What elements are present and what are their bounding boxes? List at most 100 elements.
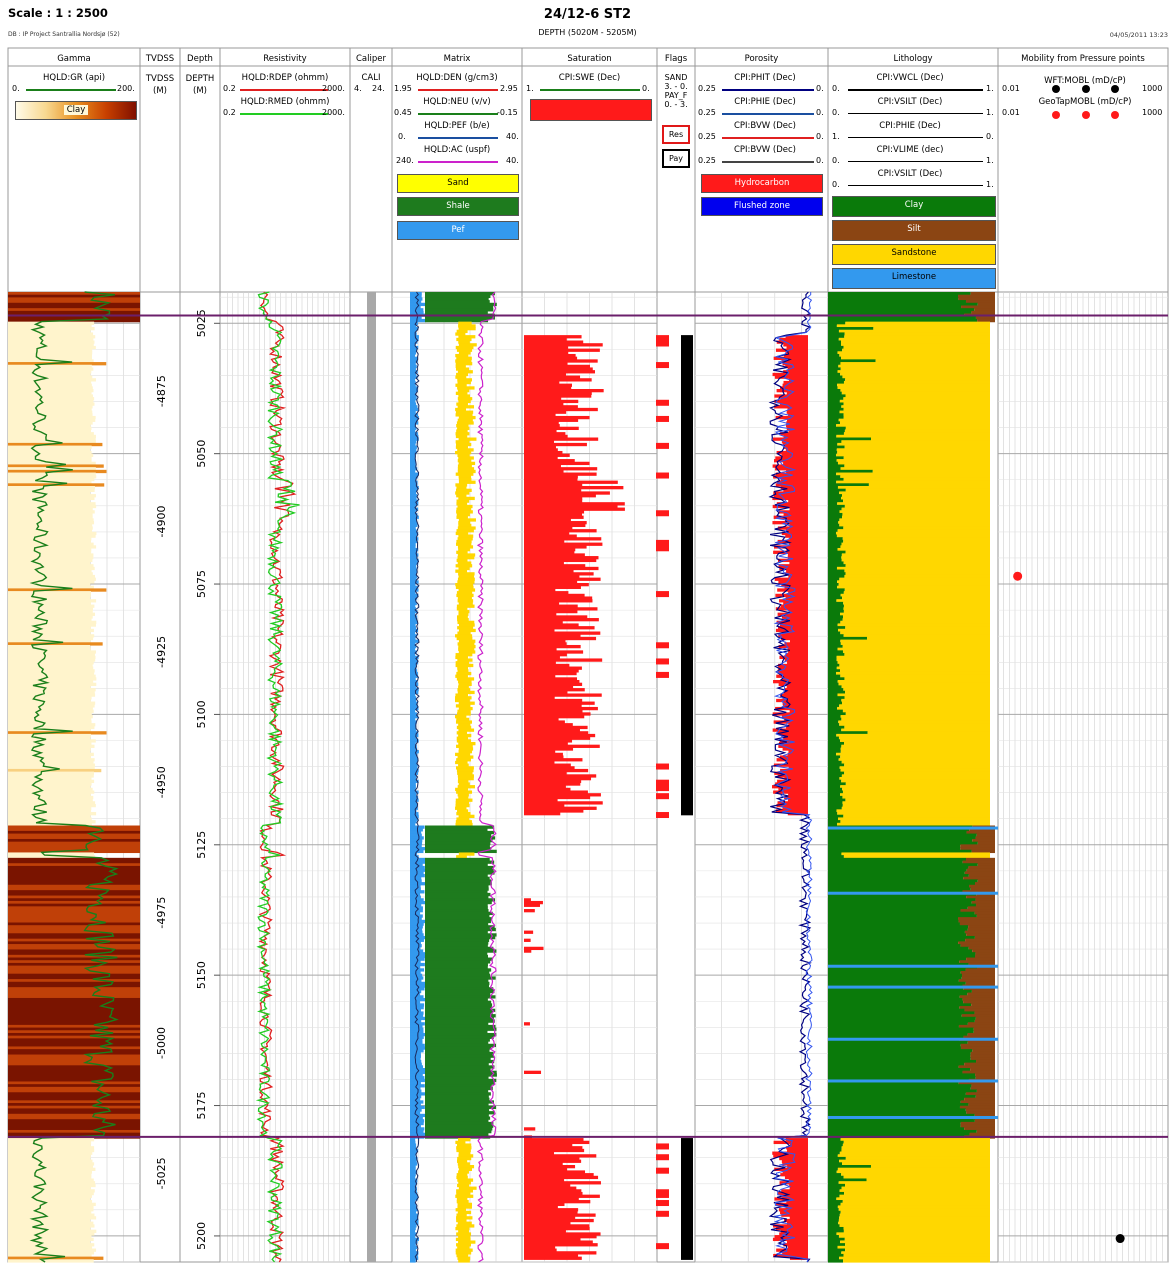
sw-hydrocarbon-fill: [524, 529, 597, 533]
sandstone-lith-fill: [845, 626, 990, 630]
sand-fill: [455, 364, 466, 369]
pef-fill: [410, 1210, 417, 1215]
gamma-band: [8, 410, 93, 414]
sand-fill: [455, 569, 468, 573]
pef-fill: [410, 1216, 418, 1220]
sandstone-lith-fill: [839, 1194, 990, 1198]
pay-flag: [681, 572, 693, 576]
porosity-hydrocarbon-fill: [786, 410, 808, 414]
sw-hydrocarbon-fill: [524, 1140, 590, 1145]
sandstone-lith-fill: [836, 599, 990, 603]
track-title-gamma: Gamma: [57, 54, 91, 64]
pay-flag: [681, 644, 693, 649]
sand-fill: [458, 763, 469, 767]
pay-flag: [681, 774, 693, 778]
sandstone-lith-fill: [839, 491, 990, 495]
sand-fill: [456, 731, 468, 735]
sand-fill: [456, 494, 467, 498]
sand-fill: [457, 626, 474, 630]
pef-fill: [410, 402, 417, 406]
sand-fill: [456, 593, 474, 598]
silt-lith-fill: [960, 1100, 995, 1104]
gamma-band: [8, 712, 92, 716]
pef-fill: [410, 795, 419, 800]
gamma-band: [8, 825, 140, 829]
gamma-band: [8, 887, 140, 891]
pef-fill: [410, 717, 416, 722]
pef-fill: [410, 480, 418, 484]
porosity-hydrocarbon-fill: [780, 623, 808, 627]
sand-fill: [455, 542, 472, 546]
pef-fill: [410, 1027, 424, 1031]
sw-hydrocarbon-fill: [524, 674, 556, 678]
shale-fill: [425, 997, 488, 1002]
pef-fill: [410, 329, 417, 334]
ac-legend-line: [418, 161, 498, 163]
gamma-band: [8, 750, 91, 754]
sandstone-lith-fill: [843, 1226, 990, 1231]
pef-fill: [410, 898, 424, 902]
sw-hydrocarbon-fill: [524, 766, 575, 770]
gamma-band: [8, 1062, 140, 1066]
pay-flag: [681, 564, 693, 568]
gamma-band: [8, 1084, 140, 1088]
pay-flag: [681, 620, 693, 625]
gamma-band: [8, 321, 95, 325]
clay-lith-fill: [828, 747, 841, 751]
depth-tick-label: 5175: [195, 1092, 208, 1120]
porosity-hydrocarbon-fill: [787, 752, 808, 757]
gamma-band: [8, 405, 93, 409]
porosity-hydrocarbon-fill: [786, 345, 808, 350]
res-flag: [656, 1143, 669, 1150]
sand-fill: [456, 539, 472, 544]
sw-hydrocarbon-fill: [524, 1202, 565, 1207]
sw-hydrocarbon-fill: [524, 359, 598, 363]
sw-hydrocarbon-fill: [524, 1070, 542, 1074]
shale-fill: [425, 310, 488, 315]
pef-fill: [410, 348, 417, 352]
shale-fill: [425, 1113, 489, 1118]
shale-fill: [425, 892, 491, 897]
pef-fill: [410, 777, 417, 781]
silt-lith-fill: [971, 1084, 995, 1088]
clay-lith-fill: [828, 833, 977, 837]
sandstone-lith-fill: [837, 1167, 990, 1171]
gamma-band: [8, 1022, 140, 1026]
gamma-band: [8, 723, 96, 727]
pay-flag: [681, 628, 693, 633]
porosity-hydrocarbon-fill: [789, 561, 808, 565]
porosity-hydrocarbon-fill: [774, 399, 808, 404]
pay-flag: [681, 537, 693, 541]
silt-lith-fill: [967, 992, 995, 996]
gamma-band: [8, 556, 94, 560]
sw-hydrocarbon-fill: [524, 456, 558, 460]
sand-fill: [455, 410, 474, 414]
sw-hydrocarbon-fill: [524, 690, 568, 695]
sw-hydrocarbon-fill: [524, 744, 600, 748]
pef-fill: [410, 682, 419, 686]
sw-hydrocarbon-fill: [524, 809, 584, 813]
gamma-band: [8, 868, 140, 872]
clay-lith-fill: [828, 1208, 839, 1212]
gamma-band: [8, 378, 96, 382]
sw-hydrocarbon-fill: [524, 442, 587, 447]
print-date: 04/05/2011 13:23: [1109, 31, 1168, 39]
gamma-band: [8, 1197, 91, 1201]
silt-lith-fill: [958, 979, 995, 983]
clay-lith-fill: [828, 1143, 843, 1147]
pay-flag: [681, 690, 693, 695]
sand-fill: [458, 814, 475, 819]
sandstone-lith-fill: [840, 389, 990, 393]
sw-hydrocarbon-fill: [524, 526, 573, 530]
pef-fill: [410, 706, 419, 711]
porosity-hydrocarbon-fill: [775, 782, 808, 786]
den-min: 1.95: [394, 84, 412, 93]
gamma-band: [8, 504, 97, 509]
gamma-band: [8, 1032, 140, 1037]
clay-lith-fill: [828, 475, 841, 479]
gamma-band: [8, 976, 140, 980]
pef-fill: [410, 927, 423, 932]
gamma-band: [8, 1103, 140, 1107]
res-flag: [656, 671, 669, 678]
gamma-band: [8, 906, 140, 910]
